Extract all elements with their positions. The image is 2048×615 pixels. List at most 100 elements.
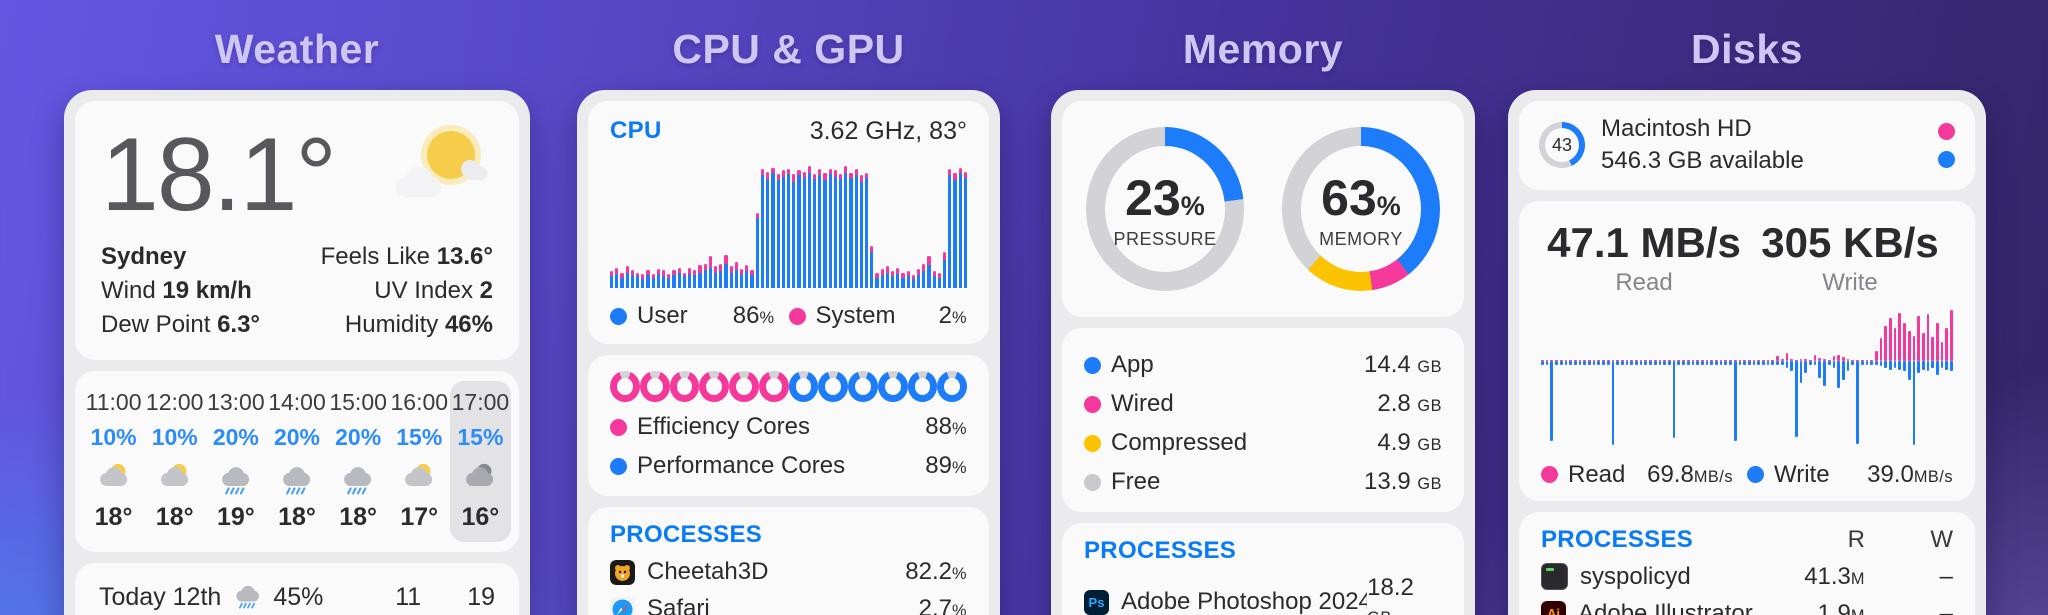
disk-chart-sample bbox=[1945, 309, 1949, 447]
hourly-forecast-13:00: 13:00 20% 19° bbox=[205, 381, 266, 542]
disk-chart-sample bbox=[1719, 309, 1723, 447]
memory-widget[interactable]: 23% PRESSURE 63% MEMORY App 14.4 GB Wire… bbox=[1051, 90, 1475, 615]
wind-row: Wind 19 km/h bbox=[101, 277, 252, 305]
cpu-chart-bar bbox=[714, 160, 718, 288]
disk-chart-sample bbox=[1663, 309, 1666, 447]
disk-chart-sample bbox=[1696, 309, 1699, 447]
cpu-chart-bar bbox=[750, 160, 754, 288]
disk-chart-sample bbox=[1912, 309, 1916, 447]
wired-dot-icon bbox=[1084, 395, 1101, 413]
hour-temperature: 18° bbox=[155, 503, 194, 532]
efficiency-cores-row: Efficiency Cores 88% bbox=[610, 413, 967, 441]
disk-chart-sample bbox=[1799, 309, 1803, 447]
disk-chart-sample bbox=[1733, 309, 1737, 447]
cpu-chart-bar bbox=[740, 160, 744, 288]
hourly-forecast-16:00: 16:00 15% 17° bbox=[389, 381, 450, 542]
disk-chart-sample bbox=[1555, 309, 1558, 447]
app-memory-row: App 14.4 GB bbox=[1084, 351, 1442, 379]
disks-widget-title: Disks bbox=[1691, 26, 1803, 72]
cpu-chart-bar bbox=[927, 160, 931, 288]
humidity-row: Humidity 46% bbox=[344, 311, 493, 339]
cpu-widget[interactable]: CPU 3.62 GHz, 83° User 86% System 2% Eff… bbox=[577, 90, 1000, 615]
hourly-forecast-17:00: 17:00 15% 16° bbox=[449, 381, 511, 543]
compressed-memory-row: Compressed 4.9 GB bbox=[1084, 429, 1442, 457]
cpu-chart-bar bbox=[625, 160, 629, 288]
disk-chart-sample bbox=[1573, 309, 1577, 447]
precip-chance: 15% bbox=[457, 424, 504, 451]
weather-details-right: Feels Like 13.6° UV Index 2 Humidity 46% bbox=[321, 240, 493, 342]
disk-chart-sample bbox=[1856, 309, 1859, 447]
read-speed-label: Read bbox=[1615, 268, 1673, 296]
write-legend: Write 39.0MB/s bbox=[1747, 461, 1953, 489]
hour-label: 15:00 bbox=[329, 389, 387, 416]
cpu-chart-bar bbox=[729, 160, 733, 288]
legend-label: Read bbox=[1568, 460, 1626, 488]
cpu-chart-bar bbox=[688, 160, 692, 288]
legend-value: 39.0MB/s bbox=[1867, 460, 1953, 488]
hourly-forecast-14:00: 14:00 20% 18° bbox=[266, 381, 327, 542]
read-speed-value: 47.1 MB/s bbox=[1547, 218, 1741, 266]
disk-chart-sample bbox=[1541, 309, 1544, 447]
hour-label: 13:00 bbox=[207, 389, 265, 416]
disk-chart-sample bbox=[1757, 309, 1761, 447]
disk-io-chart bbox=[1541, 309, 1953, 447]
rain-icon bbox=[221, 467, 249, 495]
disk-chart-sample bbox=[1569, 309, 1572, 447]
sun-cloud-icon bbox=[405, 464, 433, 487]
legend-label: Wired bbox=[1111, 390, 1174, 417]
process-read-value: 1.9M bbox=[1817, 599, 1865, 615]
hour-temperature: 17° bbox=[400, 503, 439, 532]
location-label: Sydney bbox=[101, 243, 187, 271]
cpu-chart-bar bbox=[828, 160, 832, 288]
disk-chart-sample bbox=[1672, 309, 1676, 447]
current-temperature: 18.1° bbox=[101, 117, 337, 233]
weather-widget[interactable]: 18.1° Sydney Wind 19 km/h Dew Point 6.3°… bbox=[64, 90, 530, 615]
hour-temperature: 18° bbox=[94, 503, 133, 532]
photoshop-app-icon: Ps bbox=[1084, 589, 1109, 615]
disk-chart-sample bbox=[1644, 309, 1648, 447]
disk-chart-sample bbox=[1893, 309, 1897, 447]
disk-chart-sample bbox=[1545, 309, 1549, 447]
daily-summary-panel: Today 12th 45% 11 19 Partly cloudy. Slig… bbox=[75, 563, 519, 615]
core-ring bbox=[877, 371, 908, 402]
cpu-chart-bar bbox=[755, 160, 759, 288]
disk-chart-sample bbox=[1936, 309, 1939, 447]
core-ring bbox=[699, 371, 729, 402]
cpu-chart-bar bbox=[781, 160, 785, 288]
user-legend: User 86% bbox=[610, 302, 789, 330]
cpu-chart-bar bbox=[760, 160, 765, 288]
rain-cloud-icon bbox=[233, 579, 263, 615]
disk-volume-info: Macintosh HD 546.3 GB available bbox=[1601, 113, 1804, 178]
cpu-chart-bar bbox=[708, 160, 713, 288]
core-ring bbox=[729, 371, 759, 402]
disk-chart-sample bbox=[1705, 309, 1709, 447]
precip-chance: 15% bbox=[396, 424, 443, 451]
precip-chance: 20% bbox=[335, 424, 382, 451]
disk-usage-ring: 43 bbox=[1539, 122, 1585, 169]
disks-widget[interactable]: 43 Macintosh HD 546.3 GB available 47.1 … bbox=[1508, 90, 1986, 615]
disk-chart-sample bbox=[1950, 309, 1953, 447]
disk-chart-sample bbox=[1818, 309, 1822, 447]
cpu-chart-bar bbox=[932, 160, 936, 288]
disk-chart-sample bbox=[1620, 309, 1624, 447]
process-name: syspolicyd bbox=[1580, 562, 1691, 590]
disk-chart-sample bbox=[1766, 309, 1770, 447]
disk-chart-sample bbox=[1747, 309, 1751, 447]
pressure-label: PRESSURE bbox=[1113, 228, 1217, 249]
uv-index-row: UV Index 2 bbox=[374, 277, 493, 305]
disk-chart-sample bbox=[1686, 309, 1690, 447]
memory-widget-title: Memory bbox=[1182, 26, 1344, 72]
cpu-chart-bar bbox=[807, 160, 811, 288]
core-ring bbox=[937, 371, 967, 402]
disk-chart-sample bbox=[1653, 309, 1657, 447]
cpu-chart-bar bbox=[849, 160, 853, 288]
cpu-chart-bar bbox=[896, 160, 900, 288]
cpu-chart-bar bbox=[802, 160, 806, 288]
cpu-cores-panel: Efficiency Cores 88% Performance Cores 8… bbox=[588, 355, 989, 496]
disk-chart-sample bbox=[1842, 309, 1845, 447]
disk-chart-sample bbox=[1898, 309, 1902, 447]
disk-chart-sample bbox=[1926, 309, 1930, 447]
legend-value: 4.9 GB bbox=[1377, 429, 1442, 456]
cpu-chart-bar bbox=[854, 160, 858, 288]
